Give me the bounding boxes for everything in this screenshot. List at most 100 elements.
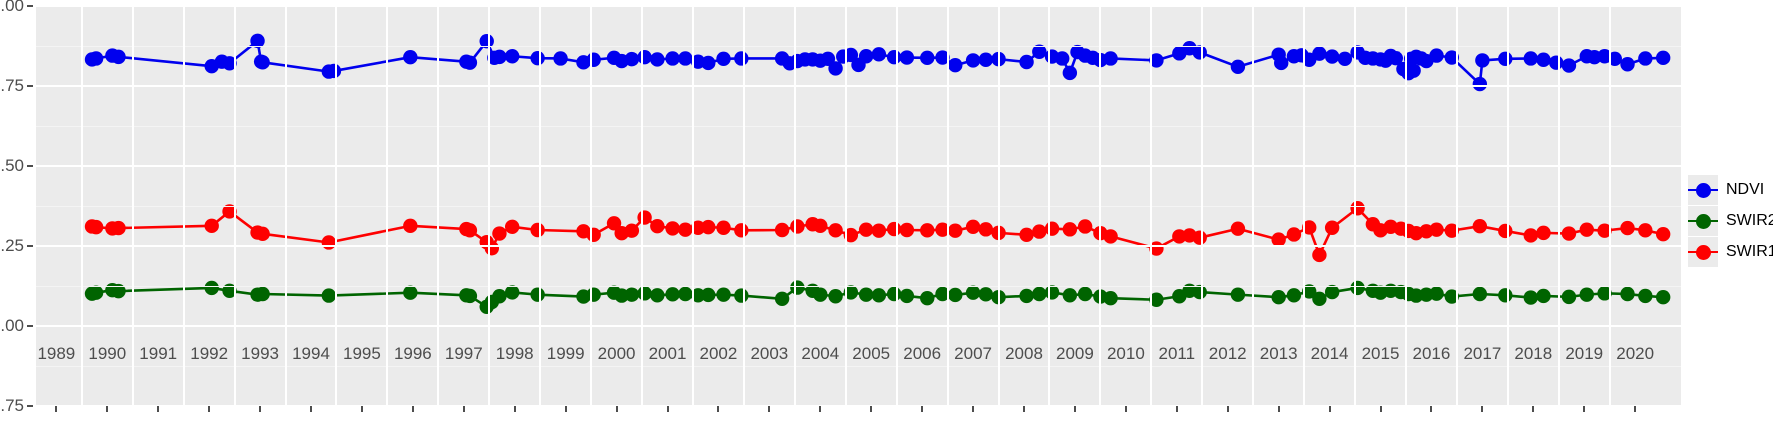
data-point-swir2[interactable]	[1062, 288, 1078, 303]
data-point-swir2[interactable]	[899, 288, 915, 304]
data-point-swir1[interactable]	[1312, 247, 1327, 263]
data-point-swir2[interactable]	[701, 287, 716, 303]
data-point-ndvi[interactable]	[1607, 51, 1622, 66]
data-point-swir1[interactable]	[701, 219, 716, 235]
data-point-swir2[interactable]	[1350, 280, 1365, 296]
data-point-swir2[interactable]	[871, 288, 887, 303]
data-point-swir2[interactable]	[1523, 290, 1538, 305]
data-point-ndvi[interactable]	[255, 55, 270, 70]
data-point-swir2[interactable]	[920, 290, 935, 306]
data-point-swir2[interactable]	[88, 285, 104, 300]
data-point-swir2[interactable]	[492, 289, 507, 304]
data-point-ndvi[interactable]	[1324, 49, 1340, 64]
data-point-swir1[interactable]	[828, 223, 843, 238]
data-point-swir1[interactable]	[678, 222, 693, 237]
data-point-swir2[interactable]	[978, 287, 994, 302]
data-point-swir1[interactable]	[222, 204, 237, 219]
data-point-ndvi[interactable]	[326, 63, 342, 79]
data-point-swir1[interactable]	[1019, 227, 1034, 242]
data-point-ndvi[interactable]	[111, 49, 126, 65]
data-point-swir1[interactable]	[1597, 223, 1612, 238]
data-point-swir1[interactable]	[321, 235, 337, 250]
data-point-swir2[interactable]	[1561, 289, 1577, 305]
data-point-swir1[interactable]	[1620, 220, 1635, 236]
data-point-ndvi[interactable]	[1337, 51, 1353, 66]
data-point-ndvi[interactable]	[1549, 55, 1564, 70]
data-point-ndvi[interactable]	[530, 50, 545, 66]
data-point-swir1[interactable]	[586, 227, 601, 242]
data-point-ndvi[interactable]	[678, 51, 693, 66]
data-point-ndvi[interactable]	[222, 56, 237, 71]
data-point-swir1[interactable]	[774, 222, 790, 238]
data-point-swir2[interactable]	[624, 287, 640, 302]
data-point-swir1[interactable]	[111, 220, 126, 236]
data-point-ndvi[interactable]	[1536, 52, 1551, 67]
data-point-ndvi[interactable]	[1230, 59, 1246, 74]
data-point-swir1[interactable]	[1302, 220, 1317, 235]
data-point-swir1[interactable]	[948, 223, 963, 238]
data-point-swir1[interactable]	[935, 222, 950, 237]
data-point-ndvi[interactable]	[734, 51, 749, 66]
data-point-swir2[interactable]	[1192, 284, 1207, 300]
data-point-swir2[interactable]	[222, 283, 237, 298]
data-point-swir1[interactable]	[1192, 230, 1207, 245]
data-point-ndvi[interactable]	[88, 51, 104, 66]
data-point-ndvi[interactable]	[1019, 54, 1034, 70]
data-point-ndvi[interactable]	[899, 50, 915, 65]
data-point-swir1[interactable]	[1230, 221, 1246, 236]
data-point-swir1[interactable]	[204, 218, 219, 234]
data-point-ndvi[interactable]	[1444, 50, 1460, 65]
data-point-swir1[interactable]	[1561, 226, 1577, 241]
data-point-ndvi[interactable]	[504, 49, 520, 64]
data-point-swir2[interactable]	[886, 286, 902, 302]
data-point-swir1[interactable]	[255, 226, 270, 242]
data-point-ndvi[interactable]	[1498, 51, 1513, 66]
data-point-swir1[interactable]	[1077, 219, 1093, 234]
data-point-swir1[interactable]	[403, 218, 418, 234]
data-point-swir2[interactable]	[716, 287, 731, 302]
data-point-swir1[interactable]	[88, 219, 104, 235]
data-point-swir2[interactable]	[678, 286, 693, 302]
data-point-swir2[interactable]	[462, 288, 478, 304]
data-point-swir2[interactable]	[1655, 290, 1671, 305]
data-point-ndvi[interactable]	[820, 51, 836, 66]
data-point-ndvi[interactable]	[1149, 53, 1164, 68]
data-point-swir1[interactable]	[606, 216, 622, 231]
data-point-swir1[interactable]	[1103, 229, 1118, 244]
data-point-ndvi[interactable]	[462, 55, 478, 70]
data-point-ndvi[interactable]	[553, 51, 568, 66]
data-point-swir2[interactable]	[1271, 290, 1286, 305]
data-point-swir2[interactable]	[1044, 285, 1060, 300]
data-point-ndvi[interactable]	[492, 49, 507, 65]
data-point-swir1[interactable]	[624, 223, 640, 238]
data-point-swir1[interactable]	[1638, 223, 1653, 238]
data-point-swir1[interactable]	[492, 226, 507, 241]
data-point-swir2[interactable]	[1312, 291, 1327, 306]
data-point-ndvi[interactable]	[1055, 51, 1070, 66]
data-point-ndvi[interactable]	[1620, 57, 1635, 72]
data-point-ndvi[interactable]	[250, 33, 265, 49]
data-point-swir1[interactable]	[1271, 232, 1286, 247]
data-point-swir1[interactable]	[899, 222, 915, 238]
data-point-swir1[interactable]	[690, 220, 706, 235]
data-point-swir1[interactable]	[965, 219, 981, 234]
data-point-ndvi[interactable]	[1429, 48, 1444, 63]
data-point-ndvi[interactable]	[1655, 50, 1671, 66]
data-point-ndvi[interactable]	[1638, 51, 1653, 66]
data-point-swir2[interactable]	[504, 285, 520, 300]
data-point-swir1[interactable]	[978, 222, 994, 237]
data-point-swir2[interactable]	[1077, 286, 1093, 302]
data-point-swir1[interactable]	[1472, 218, 1488, 234]
data-point-swir1[interactable]	[665, 221, 680, 236]
data-point-ndvi[interactable]	[1312, 46, 1327, 61]
data-point-swir1[interactable]	[1579, 222, 1594, 237]
data-point-swir2[interactable]	[1286, 288, 1302, 303]
data-point-ndvi[interactable]	[1561, 58, 1577, 73]
data-point-ndvi[interactable]	[1475, 53, 1490, 68]
data-point-swir2[interactable]	[1620, 286, 1635, 302]
data-point-swir2[interactable]	[1032, 286, 1047, 302]
data-point-swir2[interactable]	[637, 286, 652, 301]
data-point-ndvi[interactable]	[1274, 55, 1289, 71]
data-point-swir2[interactable]	[111, 283, 126, 299]
data-point-ndvi[interactable]	[624, 51, 640, 67]
